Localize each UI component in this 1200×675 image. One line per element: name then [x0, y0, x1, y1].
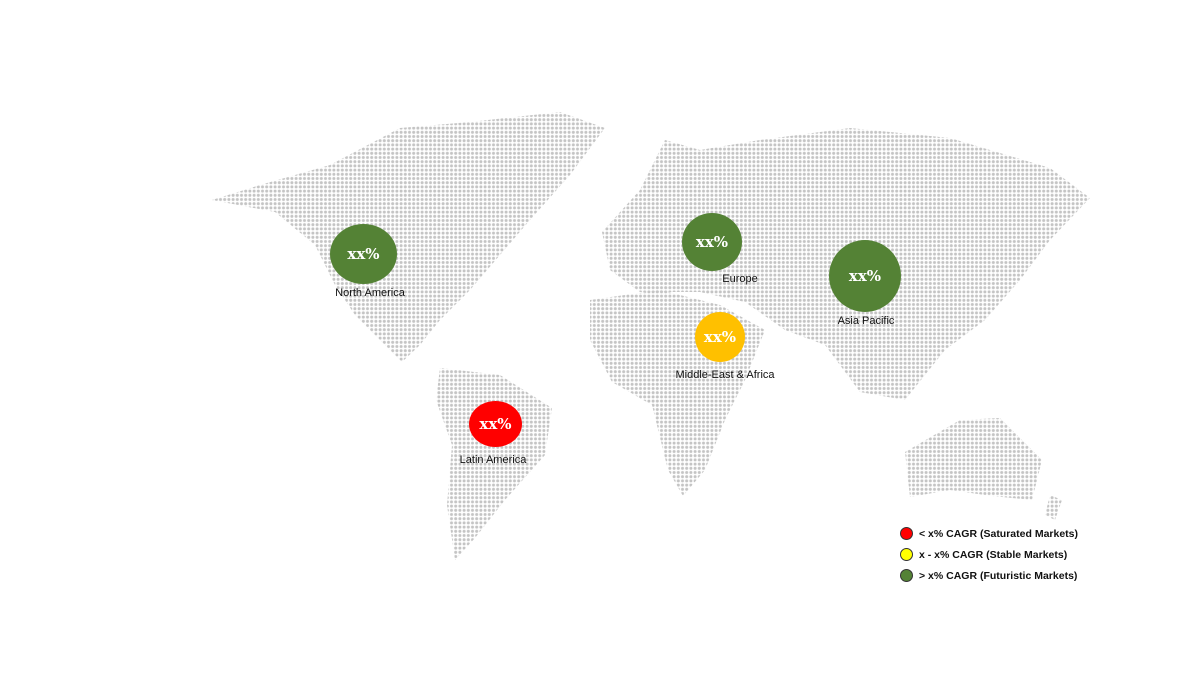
europe-value: xx%	[695, 233, 729, 251]
red-circle-icon	[900, 527, 913, 540]
south-america-landmass	[436, 368, 552, 560]
middle-east-africa-bubble: xx%	[695, 312, 745, 362]
asia-pacific-bubble: xx%	[829, 240, 901, 312]
middle-east-africa-label: Middle-East & Africa	[675, 369, 775, 381]
asia-pacific-value: xx%	[848, 267, 882, 285]
north-america-landmass	[212, 112, 605, 362]
australia-landmass	[905, 418, 1042, 500]
asia-pacific-label: Asia Pacific	[837, 315, 895, 327]
latin-america-bubble: xx%	[469, 401, 522, 447]
legend-label: > x% CAGR (Futuristic Markets)	[919, 569, 1078, 582]
latin-america-label: Latin America	[459, 454, 527, 466]
legend-item-futuristic: > x% CAGR (Futuristic Markets)	[900, 565, 1078, 586]
legend-item-stable: x - x% CAGR (Stable Markets)	[900, 544, 1078, 565]
middle-east-africa-value: xx%	[703, 328, 737, 346]
europe-bubble: xx%	[682, 213, 742, 271]
north-america-label: North America	[335, 287, 405, 299]
europe-label: Europe	[722, 273, 758, 285]
latin-america-value: xx%	[479, 415, 512, 433]
legend-label: x - x% CAGR (Stable Markets)	[919, 548, 1068, 561]
legend-item-saturated: < x% CAGR (Saturated Markets)	[900, 523, 1078, 544]
legend-label: < x% CAGR (Saturated Markets)	[919, 527, 1079, 540]
north-america-bubble: xx%	[330, 224, 397, 284]
green-circle-icon	[900, 569, 913, 582]
north-america-value: xx%	[347, 245, 380, 263]
new-zealand-landmass	[1045, 495, 1062, 520]
legend: < x% CAGR (Saturated Markets) x - x% CAG…	[900, 523, 1078, 586]
yellow-circle-icon	[900, 548, 913, 561]
